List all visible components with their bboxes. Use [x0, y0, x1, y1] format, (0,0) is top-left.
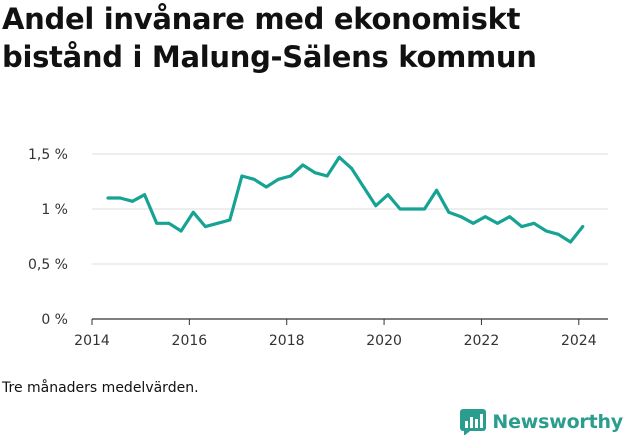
data-point [435, 188, 439, 192]
x-tick-label: 2024 [561, 333, 597, 349]
data-point [252, 177, 256, 181]
x-tick-label: 2016 [172, 333, 208, 349]
data-point [264, 185, 268, 189]
data-point [581, 225, 585, 229]
x-tick-label: 2014 [74, 333, 110, 349]
data-point [349, 166, 353, 170]
x-tick-label: 2022 [464, 333, 500, 349]
data-point [374, 204, 378, 208]
newsworthy-logo-icon [460, 409, 487, 435]
data-point [471, 221, 475, 225]
data-point [447, 210, 451, 214]
data-point [337, 155, 341, 159]
data-point [179, 229, 183, 233]
brand-name: Newsworthy [492, 411, 623, 433]
chart-caption: Tre månaders medelvärden. [2, 380, 199, 396]
data-point [155, 221, 159, 225]
data-point [191, 210, 195, 214]
data-point [532, 221, 536, 225]
data-point [276, 177, 280, 181]
data-point [240, 174, 244, 178]
data-point [422, 207, 426, 211]
chart-title: Andel invånare med ekonomiskt bistånd i … [2, 2, 537, 74]
x-tick-label: 2018 [269, 333, 305, 349]
data-point [216, 221, 220, 225]
brand-logo[interactable]: Newsworthy [460, 409, 623, 435]
x-tick-label: 2020 [366, 333, 402, 349]
data-point [495, 221, 499, 225]
data-point [386, 193, 390, 197]
data-point [143, 193, 147, 197]
data-point [228, 218, 232, 222]
axis-layer: 0 % 0,5 % 1 % 1,5 % 2014 2016 2018 2020 2022 2024 [28, 147, 597, 349]
data-point [106, 196, 110, 200]
data-point [301, 163, 305, 167]
data-point [459, 215, 463, 219]
grid-layer [92, 153, 608, 320]
data-point [398, 207, 402, 211]
data-point [544, 229, 548, 233]
data-point [483, 215, 487, 219]
data-point [410, 207, 414, 211]
y-tick-label: 1 % [41, 202, 68, 218]
series-layer [106, 155, 585, 244]
data-point [362, 185, 366, 189]
data-point [325, 174, 329, 178]
data-point [130, 199, 134, 203]
data-point [556, 232, 560, 236]
data-point [508, 215, 512, 219]
data-point [313, 171, 317, 175]
data-point [520, 225, 524, 229]
y-tick-label: 1,5 % [28, 147, 68, 163]
y-tick-label: 0,5 % [28, 257, 68, 273]
y-tick-label: 0 % [41, 312, 68, 328]
data-point [203, 225, 207, 229]
data-point [569, 240, 573, 244]
series-line [106, 155, 585, 244]
data-point [118, 196, 122, 200]
data-point [167, 221, 171, 225]
data-point [289, 174, 293, 178]
